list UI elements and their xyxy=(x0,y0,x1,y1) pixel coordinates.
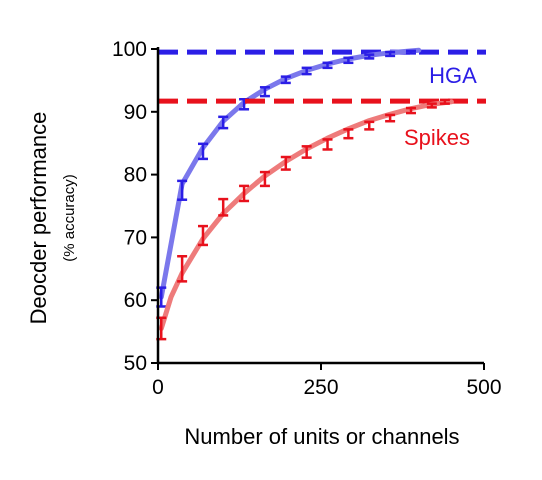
y-ticks: 50 60 70 80 90 100 xyxy=(112,38,158,375)
error-bar-point xyxy=(280,155,291,171)
x-tick-label: 0 xyxy=(152,376,164,399)
error-bar-point xyxy=(218,197,229,217)
x-tick-label: 500 xyxy=(466,376,501,399)
error-bar-point xyxy=(439,98,450,105)
error-bar-point xyxy=(177,179,188,201)
x-tick-label: 250 xyxy=(303,376,338,399)
error-bar-point xyxy=(405,106,416,115)
error-bar-point xyxy=(239,184,250,203)
error-bar-point xyxy=(364,120,375,131)
x-ticks: 0 250 500 xyxy=(152,363,502,399)
series-label-hga: HGA xyxy=(429,63,477,88)
error-bar-point xyxy=(280,75,291,85)
error-bar-point xyxy=(197,142,208,161)
y-tick-label: 60 xyxy=(124,289,147,312)
series-label-spikes: Spikes xyxy=(404,125,470,150)
error-bar-point xyxy=(322,61,333,70)
error-bar-point xyxy=(343,56,354,65)
error-bar-point xyxy=(385,50,396,58)
y-tick-label: 70 xyxy=(124,226,147,249)
error-bar-point xyxy=(364,53,375,60)
fit-line-spikes xyxy=(158,99,454,331)
error-bar-point xyxy=(322,138,333,151)
error-bar-point xyxy=(197,224,208,247)
error-bar-point xyxy=(426,102,437,109)
series-spikes: Spikes xyxy=(156,98,486,341)
y-tick-label: 100 xyxy=(112,38,147,61)
error-bar-point xyxy=(385,113,396,123)
error-bar-point xyxy=(343,128,354,140)
y-axis-subtitle: (% accuracy) xyxy=(61,174,78,262)
error-bar-point xyxy=(301,66,312,76)
y-tick-label: 50 xyxy=(124,352,147,375)
fit-line-hga xyxy=(158,47,422,300)
error-bar-point xyxy=(259,170,270,188)
error-bar-point xyxy=(218,115,229,130)
series-layer: HGA Spikes xyxy=(156,47,486,341)
y-axis-title: Deocder performance xyxy=(26,112,51,325)
error-bar-point xyxy=(177,254,188,283)
error-bar-point xyxy=(405,49,416,55)
series-hga: HGA xyxy=(156,47,486,308)
error-bar-point xyxy=(301,145,312,159)
y-tick-label: 90 xyxy=(124,101,147,124)
x-axis-title: Number of units or channels xyxy=(184,424,459,449)
error-bar-point xyxy=(259,86,270,98)
y-tick-label: 80 xyxy=(124,164,147,187)
